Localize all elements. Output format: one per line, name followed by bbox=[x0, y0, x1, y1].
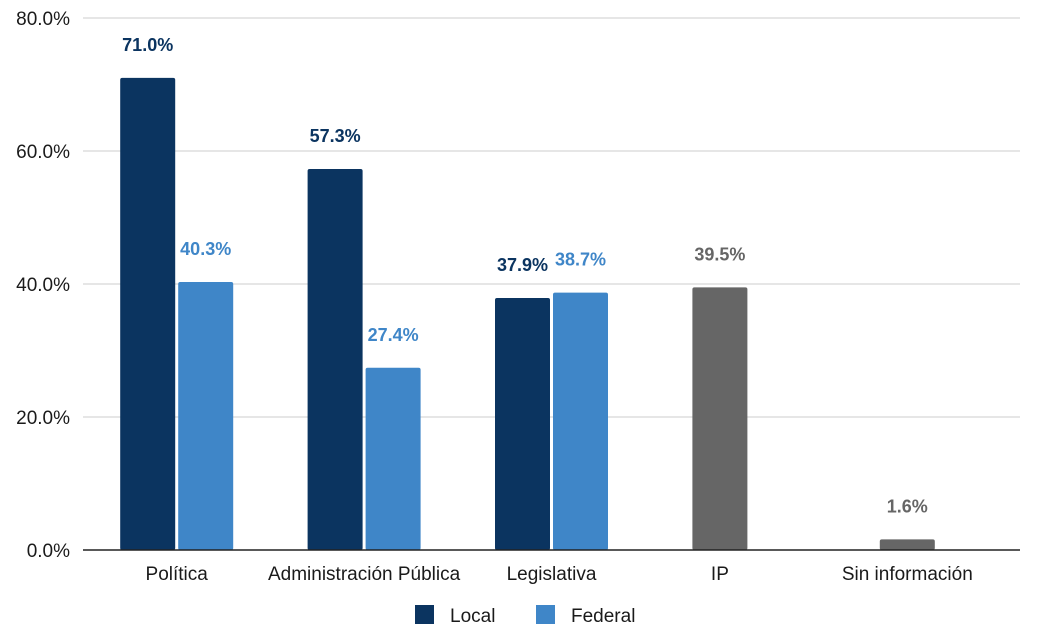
bar bbox=[365, 367, 421, 550]
bar bbox=[495, 297, 550, 550]
y-tick-label: 80.0% bbox=[16, 9, 70, 30]
x-category-label: Legislativa bbox=[507, 564, 597, 585]
bar bbox=[307, 168, 363, 550]
data-label: 57.3% bbox=[310, 126, 361, 146]
legend-label-federal: Federal bbox=[571, 606, 635, 626]
bar bbox=[120, 77, 176, 550]
legend-swatch-local bbox=[415, 605, 434, 624]
data-label: 27.4% bbox=[368, 325, 419, 345]
data-label: 37.9% bbox=[497, 255, 548, 275]
data-label: 39.5% bbox=[694, 244, 745, 264]
x-category-label: Sin información bbox=[842, 564, 973, 585]
y-axis-ticks: 0.0% 20.0% 40.0% 60.0% 80.0% bbox=[16, 9, 70, 562]
legend-label-local: Local bbox=[450, 606, 495, 626]
x-category-label: IP bbox=[711, 564, 729, 585]
y-tick-label: 60.0% bbox=[16, 142, 70, 163]
data-labels: 71.0% 40.3% 57.3% 27.4% 37.9% 38.7% 39.5% 1.6% bbox=[122, 35, 928, 517]
grid-lines bbox=[83, 17, 1020, 418]
y-tick-label: 40.0% bbox=[16, 275, 70, 296]
bar bbox=[879, 539, 935, 550]
y-tick-label: 20.0% bbox=[16, 408, 70, 429]
bars bbox=[120, 77, 935, 550]
data-label: 40.3% bbox=[180, 239, 231, 259]
legend: Local Federal bbox=[415, 605, 635, 626]
data-label: 38.7% bbox=[555, 250, 606, 270]
y-tick-label: 0.0% bbox=[27, 541, 70, 562]
x-axis-categories: Política Administración Pública Legislativ… bbox=[146, 564, 973, 585]
x-category-label: Política bbox=[146, 564, 209, 585]
data-label: 1.6% bbox=[887, 496, 928, 516]
legend-swatch-federal bbox=[536, 605, 555, 624]
x-category-label: Administración Pública bbox=[268, 564, 461, 585]
data-label: 71.0% bbox=[122, 35, 173, 55]
bar bbox=[178, 282, 234, 550]
bar bbox=[692, 287, 748, 550]
bar bbox=[553, 292, 608, 550]
